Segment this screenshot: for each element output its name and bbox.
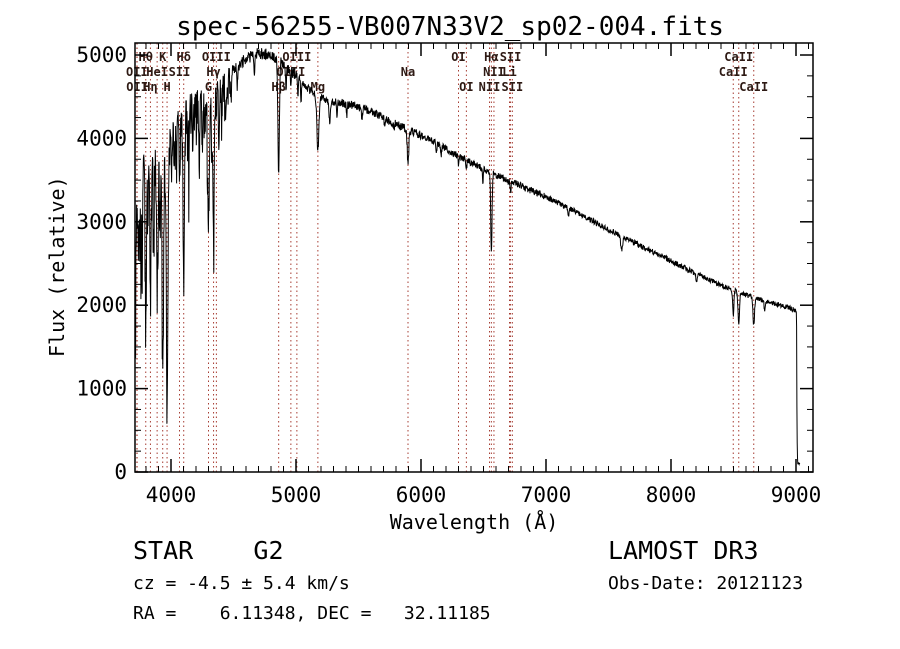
spectral-line-label: HeI	[146, 65, 168, 79]
spectral-line-label: NII	[483, 65, 505, 79]
spectral-line-label: K	[159, 50, 167, 64]
spectral-line-label: Hθ	[139, 50, 153, 64]
obs-date-text: Obs-Date: 20121123	[608, 573, 804, 594]
spectral-line-label: CaII	[719, 65, 748, 79]
y-tick-label: 1000	[76, 377, 127, 401]
spectral-line-label: OIII	[202, 50, 231, 64]
spectral-line-label: Li	[502, 65, 516, 79]
spectrum-path	[135, 48, 801, 466]
spectral-line-label: NII	[479, 80, 501, 94]
spectral-line-label: OI	[451, 50, 465, 64]
plot-title: spec-56255-VB007N33V2_sp02-004.fits	[176, 12, 724, 42]
y-tick-label: 2000	[76, 293, 127, 317]
x-tick-label: 9000	[771, 483, 822, 507]
spectral-line-label: Mg	[311, 80, 325, 94]
plot-frame	[134, 42, 814, 473]
spectral-line-label: CaII	[739, 80, 768, 94]
spectral-line-label: OIII	[282, 50, 311, 64]
classification-text: STAR G2	[133, 536, 284, 565]
spectral-line-label: G	[205, 80, 212, 94]
spectral-line-label: Hγ	[206, 65, 220, 79]
x-tick-label: 7000	[521, 483, 572, 507]
x-tick-label: 6000	[396, 483, 447, 507]
spectral-line-label: SII	[169, 65, 191, 79]
spectral-line-label: Hα	[484, 50, 498, 64]
y-tick-label: 3000	[76, 210, 127, 234]
y-tick-label: 5000	[76, 43, 127, 67]
x-tick-label: 4000	[146, 483, 197, 507]
spectral-line-label: OII	[126, 65, 148, 79]
x-axis-title: Wavelength (Å)	[389, 510, 559, 534]
spectral-line-label: OI	[459, 80, 473, 94]
spectral-line-label: Hη	[143, 80, 157, 94]
x-tick-label: 8000	[646, 483, 697, 507]
survey-release-text: LAMOST DR3	[608, 536, 759, 565]
ra-dec-text: RA = 6.11348, DEC = 32.11185	[133, 603, 491, 624]
spectral-line-label: Na	[401, 65, 415, 79]
y-tick-label: 0	[114, 460, 127, 484]
spectral-line-label: H	[163, 80, 170, 94]
y-tick-label: 4000	[76, 126, 127, 150]
spectral-line-label: SII	[502, 80, 524, 94]
spectral-line-label: Hβ	[271, 80, 285, 94]
spectral-line-label: CaII	[724, 50, 753, 64]
spectral-line-label: SII	[500, 50, 522, 64]
cz-velocity-text: cz = -4.5 ± 5.4 km/s	[133, 573, 350, 594]
x-tick-label: 5000	[271, 483, 322, 507]
spectral-line-label: Hδ	[176, 50, 190, 64]
spectral-line-label: OII	[126, 80, 148, 94]
